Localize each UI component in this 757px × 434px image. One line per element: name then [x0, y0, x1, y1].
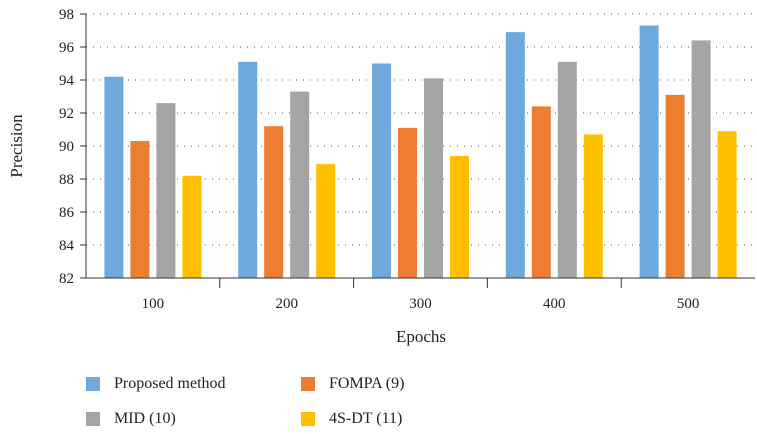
bar [665, 94, 685, 278]
bar [531, 106, 551, 279]
x-tick-labels: 100 200 300 400 500 [142, 296, 700, 312]
y-tick-label: 96 [59, 40, 75, 56]
bar [398, 127, 417, 278]
x-tick-label: 300 [409, 296, 432, 312]
legend-swatch [301, 412, 315, 426]
bar [130, 141, 150, 278]
x-tick-label: 400 [543, 296, 566, 312]
bar [156, 103, 176, 278]
bar [450, 155, 469, 278]
bar [104, 76, 124, 278]
bar [264, 126, 284, 278]
y-tick-label: 84 [59, 238, 75, 254]
x-tick-label: 200 [275, 296, 298, 312]
y-tick-label: 94 [59, 73, 75, 89]
y-tick-labels: 82 84 86 88 90 92 94 96 98 [59, 7, 75, 287]
legend-label: Proposed method [114, 375, 226, 392]
y-tick-label: 92 [59, 106, 74, 122]
bar [372, 63, 391, 278]
y-axis-label: Precision [7, 114, 26, 178]
y-tick-label: 82 [59, 271, 74, 287]
legend-swatch [301, 377, 315, 391]
legend-swatch [86, 377, 100, 391]
legend-label: 4S-DT (11) [329, 410, 403, 427]
bar [505, 32, 525, 279]
legend-item: Proposed method [86, 372, 226, 396]
x-axis-label: Epochs [396, 327, 446, 346]
bar [557, 61, 577, 278]
legend-item: FOMPA (9) [301, 372, 404, 396]
legend-swatch [86, 412, 100, 426]
y-tick-label: 90 [59, 139, 74, 155]
axes [85, 14, 755, 288]
y-tick-label: 86 [59, 205, 75, 221]
bar [424, 78, 443, 278]
bar [316, 164, 336, 278]
bar [639, 25, 659, 278]
bar [583, 134, 603, 278]
x-tick-label: 100 [142, 296, 165, 312]
bar-chart: 82 84 86 88 90 92 94 96 98 100 200 300 400 500 Epoch… [7, 7, 755, 346]
legend-label: MID (10) [114, 410, 176, 427]
legend-label: FOMPA (9) [329, 375, 405, 392]
y-tick-label: 88 [59, 172, 74, 188]
y-tick-label: 98 [59, 7, 74, 23]
bar [182, 175, 202, 278]
bars [104, 25, 737, 279]
legend-item: 4S-DT (11) [301, 407, 402, 431]
bar [290, 91, 310, 278]
legend-item: MID (10) [86, 407, 176, 431]
bar [238, 61, 258, 278]
legend: Proposed method FOMPA (9) MID (10) 4S-DT (1… [86, 372, 506, 432]
gridlines [80, 13, 755, 279]
bar [691, 40, 711, 279]
x-tick-label: 500 [677, 296, 700, 312]
bar [717, 131, 737, 278]
